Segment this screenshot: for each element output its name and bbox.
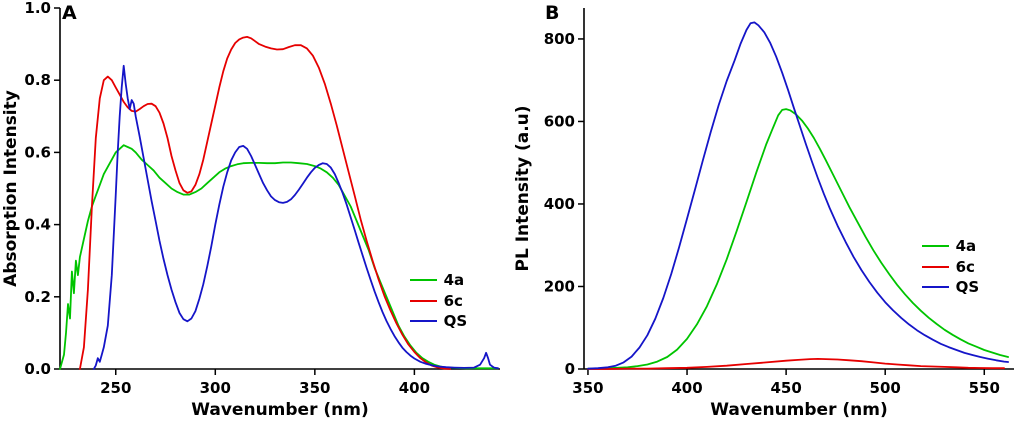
x-tick-label: 500 (870, 379, 901, 397)
x-tick-label: 450 (770, 379, 801, 397)
panel-b-label: B (545, 2, 560, 24)
legend-label-QS: QS (443, 312, 468, 330)
legend-item-4a: 4a (921, 237, 980, 255)
panel-a-absorption-chart: A 250 300 350 400 0.0 0.2 0.4 0.6 0.8 1.0 Wavenumb… (1, 0, 500, 420)
panel-b-pl-chart: B 350 400 450 500 550 0 200 400 600 800 Wavenumber… (512, 0, 1024, 425)
legend-label-6c: 6c (443, 291, 463, 310)
y-tick-label: 1.0 (24, 0, 51, 17)
y-axis-title: PL Intensity (a.u) (513, 105, 533, 271)
legend-line-4a (409, 279, 437, 282)
y-tick-label: 0.0 (24, 360, 51, 378)
legend-item-4a: 4a (409, 271, 468, 289)
legend-label-6c: 6c (955, 257, 975, 276)
x-tick-label: 300 (200, 379, 231, 397)
x-tick-label: 400 (671, 379, 702, 397)
x-tick-label: 400 (399, 379, 430, 397)
legend-line-QS (409, 320, 437, 323)
y-axis-title: Absorption Intensity (1, 90, 21, 287)
y-tick-label: 800 (544, 30, 575, 48)
chart-svg: 350 400 450 500 550 0 200 400 600 800 Wavenumber (… (513, 8, 1014, 420)
legend-item-QS: QS (409, 312, 468, 330)
legend-item-QS: QS (921, 278, 980, 296)
panel-a-label: A (62, 2, 77, 24)
y-tick-label: 0.4 (24, 216, 51, 234)
x-axis-title: Wavenumber (nm) (191, 400, 369, 420)
legend-label-QS: QS (955, 278, 980, 296)
legend-item-6c: 6c (409, 291, 468, 310)
series-6c-curve (79, 36, 452, 370)
y-tick-label: 0.8 (24, 71, 51, 89)
legend-line-4a (921, 245, 949, 248)
y-tick-label: 400 (544, 195, 575, 213)
legend-line-6c (921, 265, 949, 268)
series-4a-curve (59, 144, 499, 370)
legend-item-6c: 6c (921, 257, 980, 276)
y-tick-label: 200 (544, 277, 575, 295)
series-QS-curve (587, 21, 1009, 370)
legend: 4a 6c QS (921, 237, 980, 296)
series-QS-curve (92, 64, 499, 370)
series-6c-curve (587, 358, 1005, 370)
x-tick-label: 350 (572, 379, 603, 397)
x-tick-label: 350 (299, 379, 330, 397)
y-tick-label: 0.2 (24, 288, 51, 306)
legend-label-4a: 4a (443, 271, 465, 289)
legend-line-6c (409, 299, 437, 302)
x-axis-title: Wavenumber (nm) (710, 400, 888, 420)
legend-label-4a: 4a (955, 237, 977, 255)
y-tick-label: 0 (565, 360, 575, 378)
x-tick-label: 550 (969, 379, 1000, 397)
series-4a-curve (587, 108, 1009, 370)
x-tick-label: 250 (100, 379, 131, 397)
legend: 4a 6c QS (409, 271, 468, 330)
chart-svg: 250 300 350 400 0.0 0.2 0.4 0.6 0.8 1.0 Wavenumber… (1, 0, 500, 420)
y-tick-label: 0.6 (24, 143, 51, 161)
legend-line-QS (921, 286, 949, 289)
y-tick-label: 600 (544, 112, 575, 130)
